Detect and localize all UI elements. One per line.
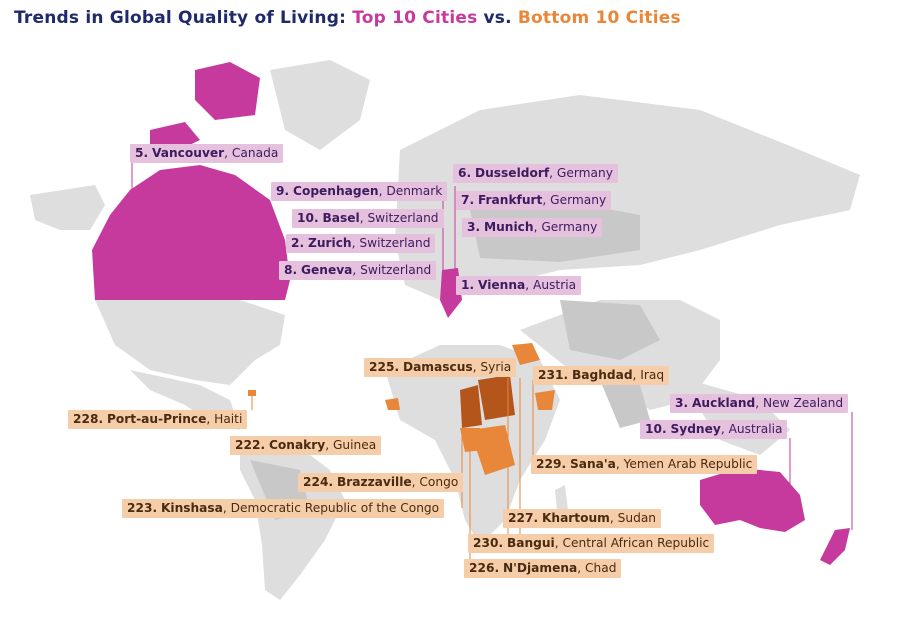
label-brazzaville: 224. Brazzaville, Congo [298,473,464,492]
label-munich: 3. Munich, Germany [462,218,603,237]
label-frankfurt: 7. Frankfurt, Germany [456,191,612,210]
label-sanaa: 229. Sana'a, Yemen Arab Republic [531,455,758,474]
label-copenhagen: 9. Copenhagen, Denmark [271,182,448,201]
label-geneva: 8. Geneva, Switzerland [279,261,437,280]
title-bottom: Bottom 10 Cities [517,8,681,28]
label-damascus: 225. Damascus, Syria [364,358,517,377]
label-auckland: 3. Auckland, New Zealand [670,394,849,413]
label-sydney: 10. Sydney, Australia [640,420,788,439]
label-ndjamena: 226. N'Djamena, Chad [464,559,622,578]
label-port-au-prince: 228. Port-au-Prince, Haiti [68,410,248,429]
canada-highlight [92,62,290,300]
title-middle: vs. [477,8,518,28]
oceania-highlight [700,468,850,565]
label-conakry: 222. Conakry, Guinea [230,436,382,455]
label-baghdad: 231. Baghdad, Iraq [533,366,670,385]
title-prefix: Trends in Global Quality of Living: [14,8,353,28]
label-zurich: 2. Zurich, Switzerland [286,234,436,253]
label-vienna: 1. Vienna, Austria [456,276,582,295]
label-kinshasa: 223. Kinshasa, Democratic Republic of th… [122,499,445,518]
label-basel: 10. Basel, Switzerland [292,209,444,228]
label-vancouver: 5. Vancouver, Canada [130,144,284,163]
label-bangui: 230. Bangui, Central African Republic [468,534,715,553]
label-dusseldorf: 6. Dusseldorf, Germany [453,164,618,183]
title-top: Top 10 Cities [352,8,478,28]
label-khartoum: 227. Khartoum, Sudan [503,509,662,528]
leader-lines [131,162,853,568]
chart-title: Trends in Global Quality of Living: Top … [14,8,681,28]
bottom-country-highlights [248,343,555,475]
